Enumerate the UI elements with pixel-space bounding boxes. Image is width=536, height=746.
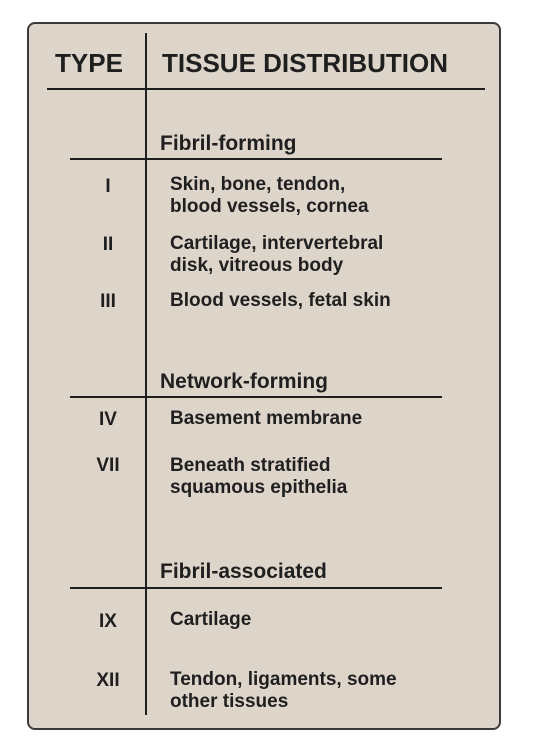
section-title-fibril-associated: Fibril-associated (160, 560, 327, 583)
column-divider (145, 33, 147, 715)
collagen-type-table (27, 22, 501, 730)
row-type: IX (99, 611, 117, 632)
section-title-network-forming: Network-forming (160, 370, 328, 393)
row-type: IV (99, 409, 117, 430)
row-distribution: Tendon, ligaments, some other tissues (170, 669, 397, 712)
row-distribution: Cartilage (170, 609, 252, 630)
row-type: III (100, 291, 116, 312)
row-distribution: Beneath stratified squamous epithelia (170, 455, 348, 498)
row-distribution: Skin, bone, tendon, blood vessels, corne… (170, 174, 369, 217)
row-distribution: Blood vessels, fetal skin (170, 290, 391, 311)
row-distribution: Basement membrane (170, 408, 363, 429)
section-divider (70, 587, 442, 589)
column-header-tissue-distribution: TISSUE DISTRIBUTION (162, 48, 449, 78)
section-title-fibril-forming: Fibril-forming (160, 132, 297, 155)
header-divider (47, 88, 485, 90)
row-type: I (105, 176, 111, 197)
row-type: VII (96, 455, 120, 476)
section-divider (70, 396, 442, 398)
column-header-type: TYPE (55, 48, 123, 78)
row-type: XII (96, 670, 120, 691)
row-distribution: Cartilage, intervertebral disk, vitreous… (170, 233, 384, 276)
section-divider (70, 158, 442, 160)
row-type: II (102, 234, 114, 255)
